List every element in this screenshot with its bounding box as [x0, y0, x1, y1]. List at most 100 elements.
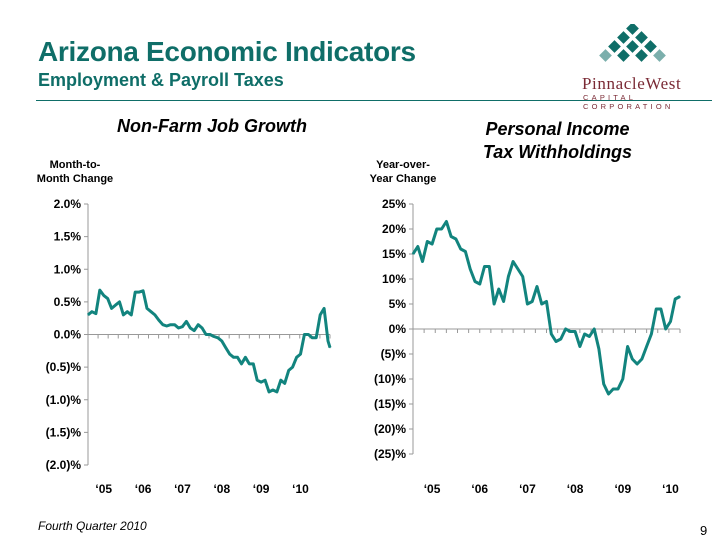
data-point: [292, 366, 294, 368]
data-point: [158, 319, 160, 321]
data-point: [598, 348, 600, 350]
data-point: [536, 285, 538, 288]
data-point: [91, 311, 93, 313]
data-point: [631, 358, 633, 360]
data-point: [114, 304, 117, 306]
data-point: [603, 383, 605, 385]
data-point: [560, 338, 562, 340]
y-tick-label: (1.5)%: [46, 425, 82, 439]
chart2-series-line: [411, 220, 681, 396]
y-tick-label: (2.0)%: [46, 458, 82, 472]
data-point: [441, 228, 443, 230]
footer-text: Fourth Quarter 2010: [38, 519, 147, 533]
data-point: [99, 289, 101, 291]
data-point: [431, 243, 433, 245]
y-tick-label: 15%: [382, 247, 406, 261]
data-point: [593, 328, 595, 330]
data-point: [622, 378, 624, 380]
data-point: [87, 314, 89, 316]
data-point: [170, 324, 172, 326]
data-point: [574, 330, 576, 333]
x-tick-label: ‘07: [519, 482, 536, 496]
data-point: [541, 303, 543, 305]
data-point: [323, 307, 325, 309]
data-point: [240, 363, 243, 365]
data-point: [421, 260, 424, 263]
y-tick-label: (1.0)%: [46, 393, 82, 407]
data-point: [569, 330, 571, 333]
data-point: [244, 356, 246, 358]
data-point: [417, 245, 419, 248]
y-tick-label: 25%: [382, 197, 406, 211]
chart1-series-line: [87, 288, 332, 394]
data-point: [315, 337, 317, 339]
x-tick-label: ‘09: [253, 482, 270, 496]
data-point: [531, 300, 533, 303]
data-point: [276, 391, 278, 393]
data-point: [126, 311, 128, 313]
data-point: [205, 333, 207, 336]
data-point: [264, 379, 266, 381]
y-tick-label: 5%: [389, 297, 407, 311]
y-tick-label: 0%: [389, 322, 407, 336]
data-point: [284, 382, 286, 384]
data-point: [479, 283, 481, 285]
data-point: [636, 363, 638, 365]
data-point: [229, 353, 231, 355]
data-point: [426, 240, 428, 243]
header-divider: [36, 100, 712, 101]
data-point: [464, 250, 466, 253]
y-tick-label: 1.5%: [54, 230, 82, 244]
data-point: [669, 320, 672, 323]
data-point: [221, 340, 223, 342]
data-point: [189, 327, 191, 329]
pinnacle-west-logo-icon: [599, 24, 666, 62]
page-subtitle: Employment & Payroll Taxes: [38, 70, 284, 90]
data-point: [197, 324, 199, 326]
data-point: [474, 280, 476, 283]
data-point: [665, 328, 667, 330]
y-tick-label: (20)%: [374, 422, 406, 436]
y-tick-label: 1.0%: [54, 262, 82, 276]
data-point: [545, 300, 548, 303]
chart1-ylabel: Month-to- Month Change: [36, 159, 114, 185]
x-tick-label: ‘05: [424, 482, 441, 496]
data-point: [118, 301, 121, 303]
data-point: [185, 320, 187, 322]
data-point: [166, 325, 168, 327]
data-point: [565, 328, 567, 330]
data-point: [307, 333, 309, 336]
data-point: [512, 260, 514, 263]
data-point: [213, 335, 215, 338]
y-tick-label: (10)%: [374, 372, 406, 386]
data-point: [299, 353, 302, 355]
data-point: [450, 235, 452, 238]
data-point: [579, 345, 581, 348]
data-point: [469, 268, 471, 270]
data-point: [655, 308, 657, 310]
data-point: [445, 220, 447, 223]
data-point: [162, 324, 164, 326]
data-point: [436, 228, 438, 230]
data-point: [507, 275, 509, 278]
x-tick-label: ‘07: [174, 482, 191, 496]
data-point: [650, 333, 653, 335]
logo-tagline: CAPITAL CORPORATION: [583, 93, 674, 111]
chart1-title: Non-Farm Job Growth: [117, 116, 307, 136]
data-point: [311, 337, 313, 339]
data-point: [201, 327, 203, 329]
data-point: [217, 337, 219, 339]
y-tick-label: 2.0%: [54, 197, 82, 211]
y-tick-label: (5)%: [381, 347, 407, 361]
data-point: [617, 388, 619, 390]
data-point: [660, 308, 662, 310]
x-tick-label: ‘09: [614, 482, 631, 496]
data-point: [280, 379, 282, 381]
data-point: [181, 326, 183, 328]
data-point: [303, 333, 305, 336]
y-tick-label: 20%: [382, 222, 406, 236]
data-point: [319, 314, 321, 316]
data-point: [142, 290, 144, 292]
data-point: [646, 345, 648, 348]
